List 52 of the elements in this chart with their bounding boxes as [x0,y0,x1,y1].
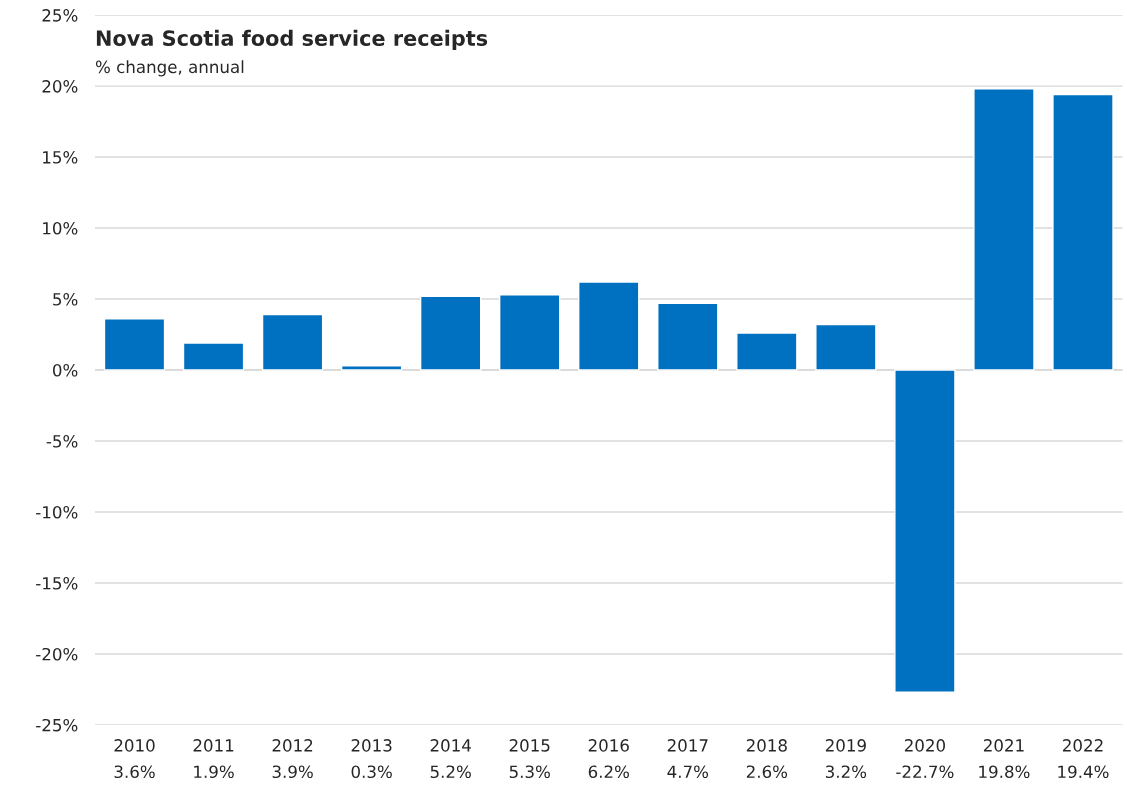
bar [261,313,324,371]
data-label: 19.8% [979,765,1030,779]
bar [973,88,1035,371]
data-label: -22.7% [896,765,954,779]
data-label: 4.7% [667,765,709,779]
y-tick-label: 10% [43,222,78,235]
y-tick-label: -5% [46,434,78,448]
bar [578,281,640,371]
text: Nova Scotia food service receipts [96,29,488,51]
y-tick-label: 0% [52,363,78,377]
data-label: 3.6% [114,765,155,779]
data-label: 5.3% [509,765,550,779]
x-tick-label: 2021 [983,739,1024,752]
bar [657,302,719,371]
bar [340,365,403,371]
x-tick-label: 2013 [351,739,392,752]
x-tick-label: 2011 [193,739,234,752]
data-label: 6.2% [588,765,629,779]
x-tick-label: 2016 [588,739,629,752]
x-tick-label: 2012 [272,739,313,752]
y-tick-label: 15% [43,151,78,164]
x-tick-label: 2022 [1062,739,1103,752]
x-tick-label: 2019 [825,739,866,752]
bar [103,318,166,371]
x-tick-label: 2017 [667,739,708,752]
bar [736,332,798,371]
data-label: 3.2% [825,765,867,779]
data-label: 2.6% [746,765,788,779]
y-tick-label: 20% [42,80,78,93]
x-tick-label: 2020 [904,739,945,752]
x-tick-label: 2010 [114,739,155,752]
bar [815,323,877,371]
bar [419,295,482,371]
data-label: 3.9% [272,765,313,779]
data-label: 0.3% [351,765,392,779]
x-tick-label: 2018 [746,739,787,752]
y-tick-label: -10% [36,505,78,519]
bar [182,342,245,371]
bar [894,369,956,693]
data-label: 19.4% [1058,765,1109,779]
y-tick-label: -15% [36,576,78,590]
x-tick-label: 2014 [430,739,471,752]
bar [498,294,561,371]
text: % change, annual [95,60,244,77]
bar [1052,93,1114,371]
data-label: 1.9% [194,765,234,779]
y-tick-label: 25% [42,9,78,22]
y-tick-label: -20% [36,647,78,661]
y-tick-label: 5% [53,292,78,306]
x-tick-label: 2015 [509,739,550,752]
data-label: 5.2% [430,765,471,779]
y-tick-label: -25% [36,718,78,732]
